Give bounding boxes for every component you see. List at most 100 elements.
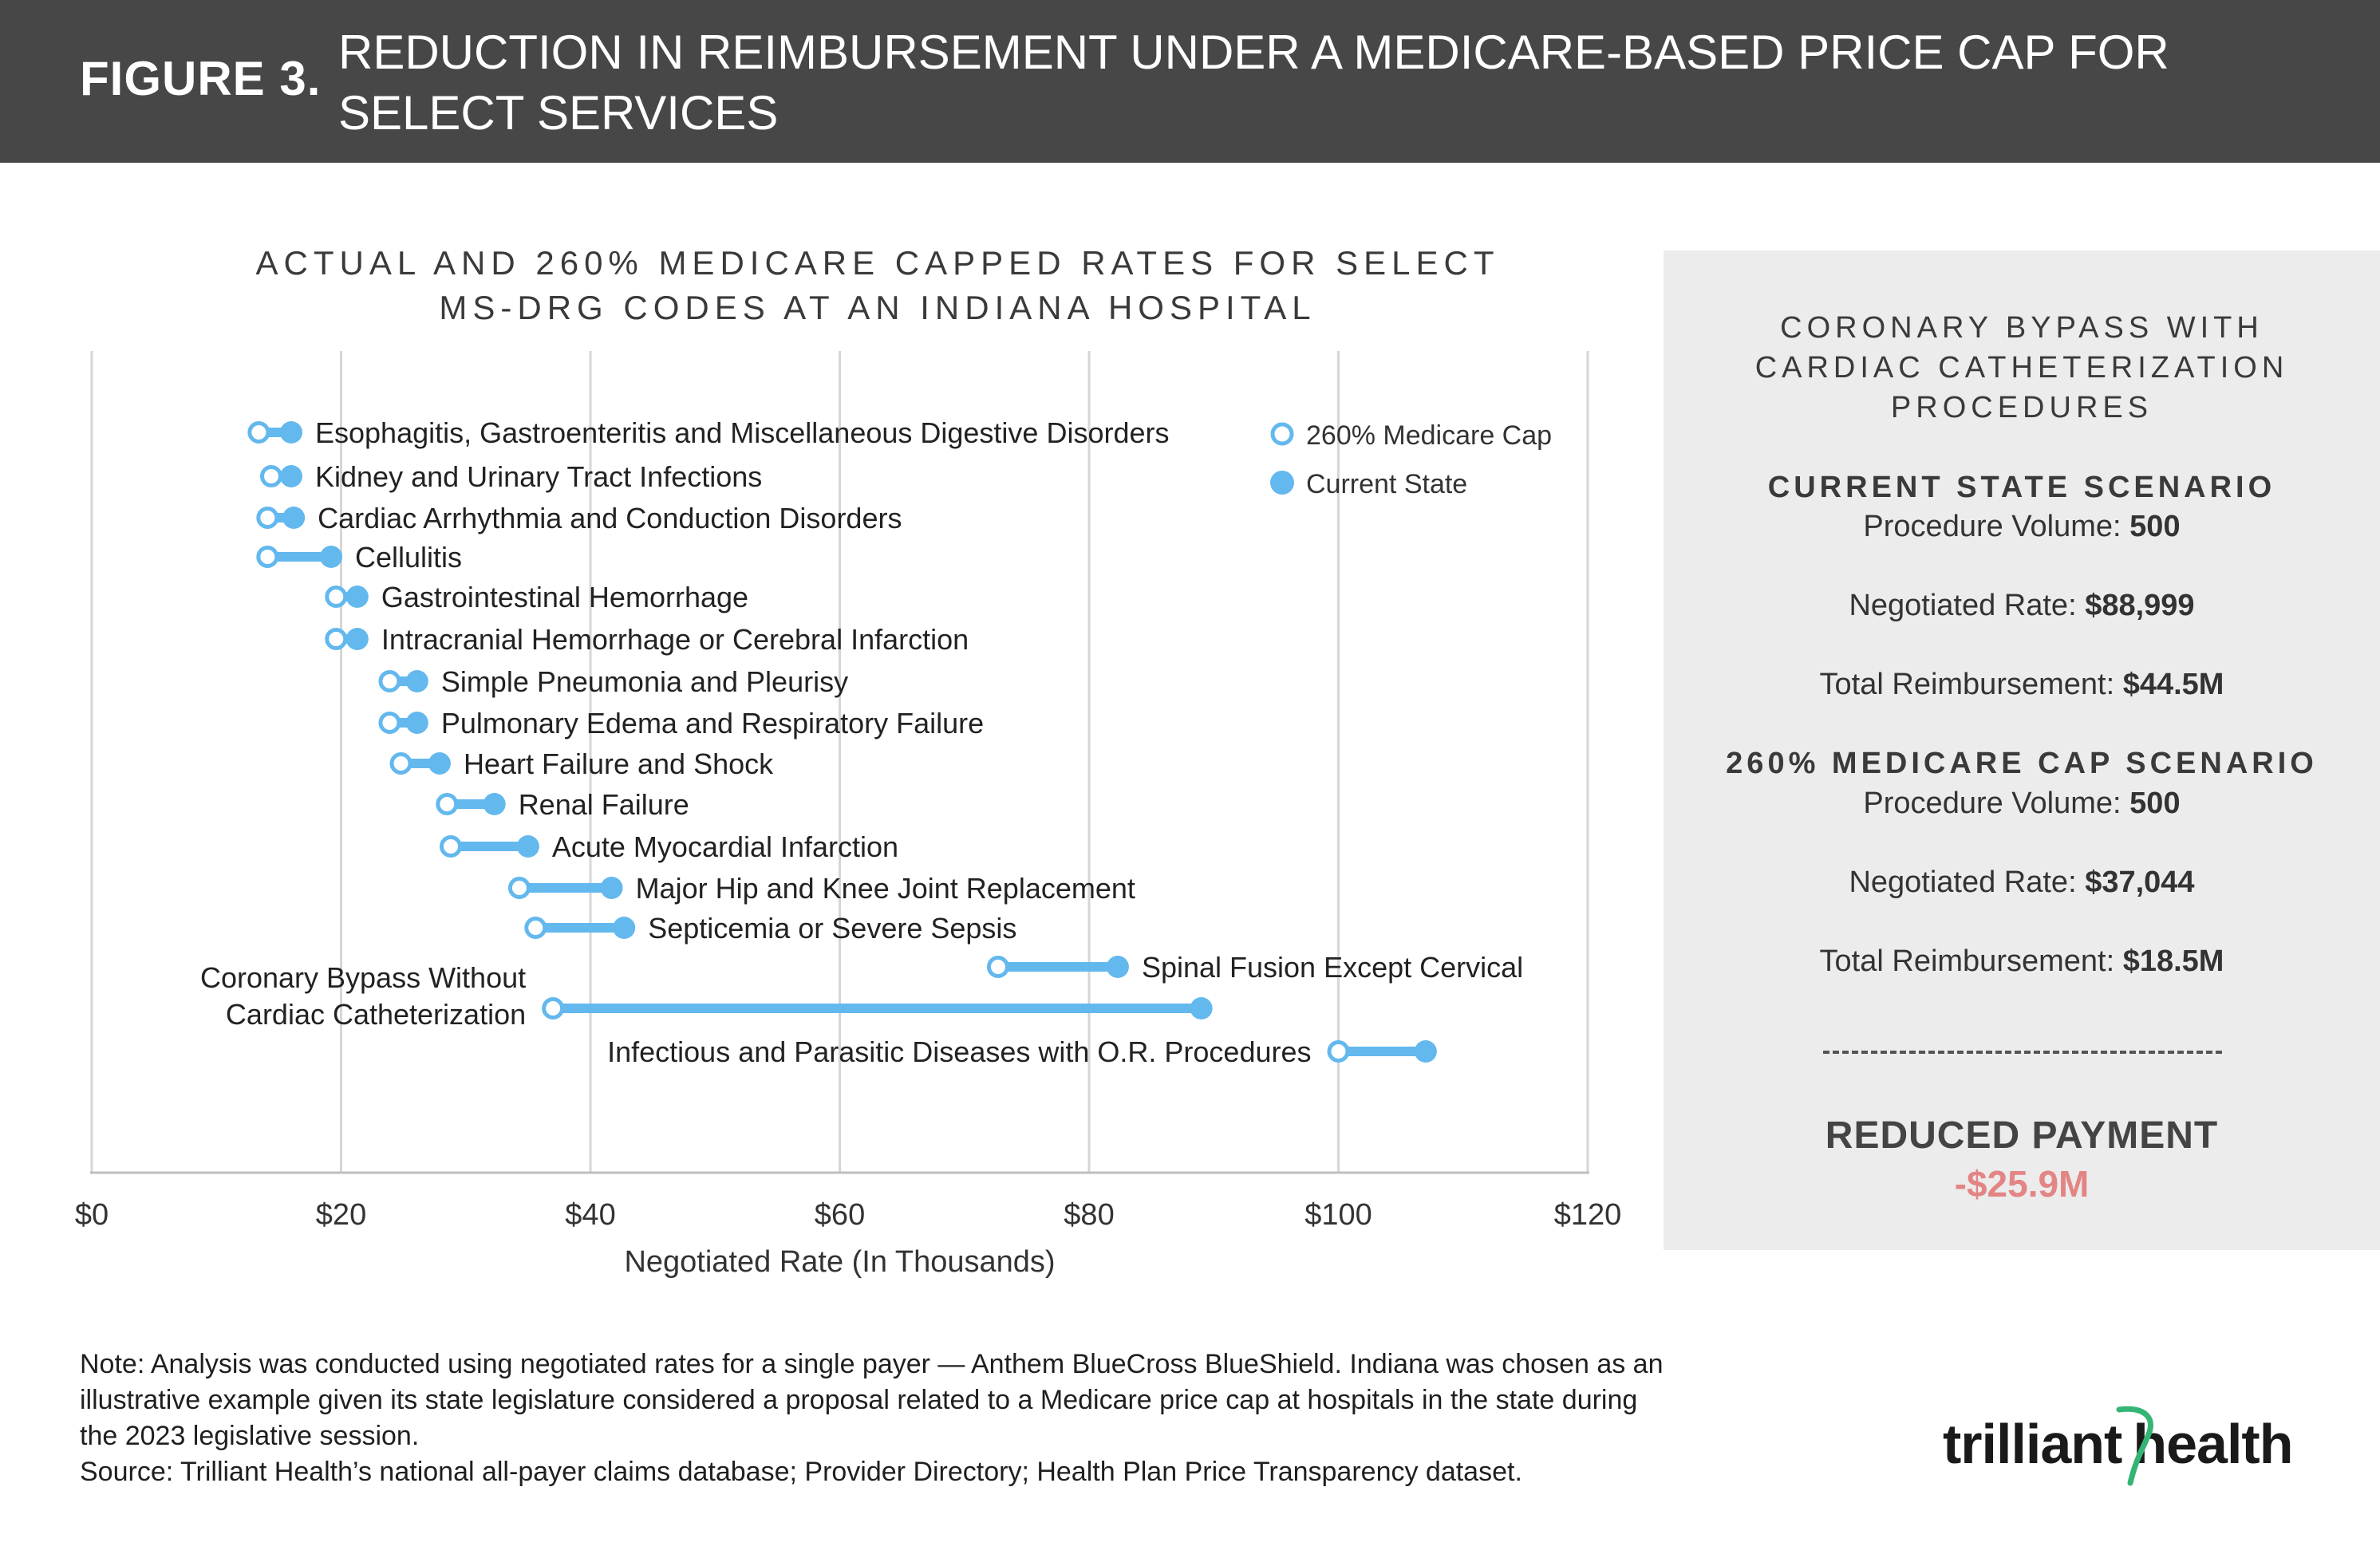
cap-rate-value: $37,044 [2085,866,2195,899]
current-state-point-cellulitis [320,546,342,568]
current-state-point-infectious-and-parasitic-diseases-with-o-r-procedures [1414,1040,1437,1063]
current-rate-label: Negotiated Rate: [1849,589,2086,622]
x-tick-label: $120 [1554,1198,1622,1232]
current-state-point-septicemia-or-severe-sepsis [613,917,636,939]
cap-rate-label: Negotiated Rate: [1849,866,2086,899]
medicare-cap-point-gastrointestinal-hemorrhage [325,586,348,608]
current-state-point-spinal-fusion-except-cervical [1106,956,1129,978]
current-state-point-renal-failure [483,793,506,815]
medicare-cap-point-simple-pneumonia-and-pleurisy [378,670,401,692]
data-label-simple-pneumonia-and-pleurisy: Simple Pneumonia and Pleurisy [441,665,848,698]
data-label-renal-failure: Renal Failure [519,788,689,821]
figure-title: REDUCTION IN REIMBURSEMENT UNDER A MEDIC… [338,22,2253,144]
panel-title-line-1: CORONARY BYPASS WITH [1780,311,2264,345]
x-tick-label: $40 [565,1198,615,1232]
current-state-point-intracranial-hemorrhage-or-cerebral-infarction [345,628,369,650]
chart-title-line-1: ACTUAL AND 260% MEDICARE CAPPED RATES FO… [255,244,1500,282]
logo-swoosh-icon [2116,1406,2153,1486]
x-tick-label: $20 [316,1198,366,1232]
cap-total: Total Reimbursement: $18.5M [1664,945,2380,979]
chart-title: ACTUAL AND 260% MEDICARE CAPPED RATES FO… [80,241,1675,330]
data-label-spinal-fusion-except-cervical: Spinal Fusion Except Cervical [1142,951,1523,984]
x-tick-label: $80 [1064,1198,1114,1232]
x-axis-label: Negotiated Rate (In Thousands) [624,1245,1055,1279]
current-volume-value: 500 [2129,510,2181,543]
data-label-cardiac-arrhythmia-and-conduction-disorders: Cardiac Arrhythmia and Conduction Disord… [318,502,902,534]
current-state-point-esophagitis-gastroenteritis-and-miscellaneous-digestive-disorders [280,421,302,444]
x-tick-label: $60 [815,1198,865,1232]
current-rate-value: $88,999 [2085,589,2195,622]
cap-scenario-heading: 260% MEDICARE CAP SCENARIO [1726,747,2318,780]
current-state-point-major-hip-and-knee-joint-replacement [600,877,623,899]
current-scenario-heading: CURRENT STATE SCENARIO [1767,471,2276,504]
data-label-kidney-and-urinary-tract-infections: Kidney and Urinary Tract Infections [315,460,762,493]
cap-total-value: $18.5M [2122,945,2224,978]
current-state-point-pulmonary-edema-and-respiratory-failure [405,712,428,734]
summary-panel: CORONARY BYPASS WITH CARDIAC CATHETERIZA… [1664,250,2380,1250]
data-label-intracranial-hemorrhage-or-cerebral-infarction: Intracranial Hemorrhage or Cerebral Infa… [381,623,969,656]
data-label-major-hip-and-knee-joint-replacement: Major Hip and Knee Joint Replacement [636,872,1135,905]
logo-text-part-2: health [2133,1413,2293,1475]
medicare-cap-point-kidney-and-urinary-tract-infections [260,465,282,487]
current-state-point-kidney-and-urinary-tract-infections [280,465,302,487]
current-state-point-cardiac-arrhythmia-and-conduction-disorders [282,507,306,529]
medicare-cap-point-cellulitis [256,546,279,568]
panel-title-line-3: PROCEDURES [1890,391,2153,424]
current-total-label: Total Reimbursement: [1819,668,2123,701]
current-volume: Procedure Volume: 500 [1664,510,2380,544]
medicare-cap-point-major-hip-and-knee-joint-replacement [507,877,531,899]
current-volume-label: Procedure Volume: [1863,510,2130,543]
medicare-cap-point-renal-failure [436,793,459,815]
chart-title-line-2: MS-DRG CODES AT AN INDIANA HOSPITAL [439,289,1316,326]
cap-total-label: Total Reimbursement: [1819,945,2123,978]
x-tick-label: $0 [75,1198,109,1232]
reduced-payment-label: REDUCED PAYMENT [1825,1114,2219,1157]
current-state-point-acute-myocardial-infarction [516,835,539,858]
divider [1823,1051,2222,1054]
current-total-value: $44.5M [2122,668,2224,701]
data-label-coronary-bypass-without-cardiac-catheterization: Coronary Bypass Without [200,961,526,994]
panel-title: CORONARY BYPASS WITH CARDIAC CATHETERIZA… [1664,308,2380,428]
source-line: Source: Trilliant Health’s national all-… [80,1457,1522,1487]
legend-marker-current [1270,471,1294,495]
current-state-point-simple-pneumonia-and-pleurisy [405,670,428,692]
reduced-payment-value: -$25.9M [1954,1163,2090,1205]
trilliant-health-logo: trilliant health [1943,1412,2294,1476]
footnote-line-3: the 2023 legislative session. [80,1421,420,1451]
x-tick-label: $100 [1304,1198,1372,1232]
cap-volume-value: 500 [2129,787,2181,820]
legend-label-current: Current State [1306,469,1467,499]
medicare-cap-point-intracranial-hemorrhage-or-cerebral-infarction [325,628,348,650]
logo-text-part-1: trilliant [1943,1413,2122,1475]
figure-header: FIGURE 3. REDUCTION IN REIMBURSEMENT UND… [0,0,2380,163]
legend-marker-cap [1270,422,1294,446]
medicare-cap-point-acute-myocardial-infarction [440,835,462,858]
data-label-gastrointestinal-hemorrhage: Gastrointestinal Hemorrhage [381,581,748,613]
footnote-line-2: illustrative example given its state leg… [80,1385,1638,1415]
medicare-cap-point-heart-failure-and-shock [389,752,412,775]
footnote: Note: Analysis was conducted using negot… [80,1347,1875,1490]
current-state-point-coronary-bypass-without-cardiac-catheterization [1190,997,1213,1020]
data-label-infectious-and-parasitic-diseases-with-o-r-procedures: Infectious and Parasitic Diseases with O… [607,1035,1311,1068]
cap-volume-label: Procedure Volume: [1863,787,2130,820]
current-state-point-heart-failure-and-shock [428,752,451,775]
cap-rate: Negotiated Rate: $37,044 [1664,866,2380,900]
data-label-septicemia-or-severe-sepsis: Septicemia or Severe Sepsis [648,912,1016,945]
medicare-cap-point-esophagitis-gastroenteritis-and-miscellaneous-digestive-disorders [247,421,270,444]
data-label-pulmonary-edema-and-respiratory-failure: Pulmonary Edema and Respiratory Failure [441,707,984,740]
medicare-cap-point-coronary-bypass-without-cardiac-catheterization [542,997,565,1020]
cap-volume: Procedure Volume: 500 [1664,787,2380,821]
footnote-line-1: Note: Analysis was conducted using negot… [80,1349,1664,1379]
legend-label-cap: 260% Medicare Cap [1306,420,1552,451]
figure-title-line-1: REDUCTION IN REIMBURSEMENT UNDER A MEDIC… [338,26,2169,79]
panel-title-line-2: CARDIAC CATHETERIZATION [1754,351,2289,385]
data-label-cellulitis: Cellulitis [355,541,462,574]
figure-title-line-2: SELECT SERVICES [338,86,779,140]
data-label-heart-failure-and-shock: Heart Failure and Shock [464,747,774,780]
figure-label: FIGURE 3. [80,52,322,105]
current-state-point-gastrointestinal-hemorrhage [345,586,369,608]
dumbbell-chart: $0 $20 $40 $60 $80 $100 $120 Negotiated Rate (I… [75,351,1622,1279]
medicare-cap-point-cardiac-arrhythmia-and-conduction-disorders [256,507,279,529]
medicare-cap-point-septicemia-or-severe-sepsis [524,917,547,939]
data-label-coronary-bypass-without-cardiac-catheterization: Cardiac Catheterization [226,998,526,1031]
